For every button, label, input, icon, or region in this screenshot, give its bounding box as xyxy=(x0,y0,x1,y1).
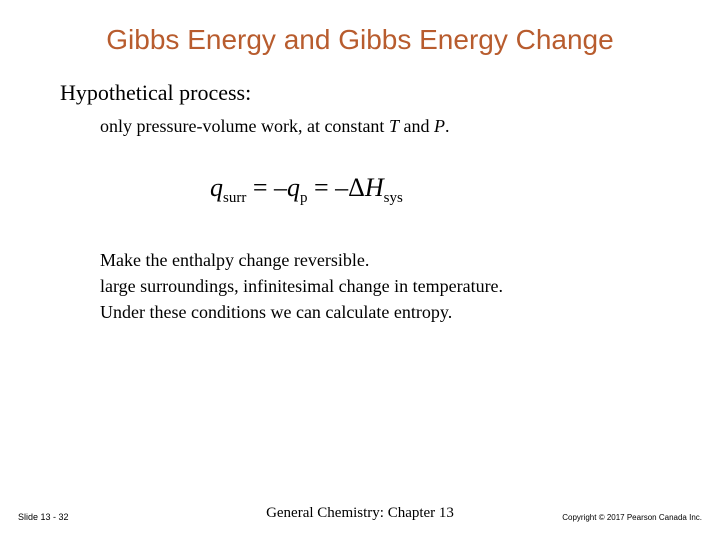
eq-eq1: = – xyxy=(246,173,287,202)
copyright: Copyright © 2017 Pearson Canada Inc. xyxy=(562,513,702,522)
para-line-3: Under these conditions we can calculate … xyxy=(100,299,680,325)
eq-sub-p: p xyxy=(300,190,308,206)
eq-sub-surr: surr xyxy=(223,190,246,206)
eq-H: H xyxy=(365,173,384,202)
slide-title: Gibbs Energy and Gibbs Energy Change xyxy=(40,24,680,56)
para-line-2: large surroundings, infinitesimal change… xyxy=(100,273,680,299)
eq-q2: q xyxy=(287,173,300,202)
condition-var-P: P xyxy=(434,116,445,136)
paragraph-block: Make the enthalpy change reversible. lar… xyxy=(100,247,680,325)
subheading: Hypothetical process: xyxy=(60,80,680,106)
para-line-1: Make the enthalpy change reversible. xyxy=(100,247,680,273)
eq-eq2: = –Δ xyxy=(308,173,365,202)
equation: qsurr = –qp = –ΔHsys xyxy=(210,173,680,203)
condition-prefix: only pressure-volume work, at constant xyxy=(100,116,389,136)
slide-container: Gibbs Energy and Gibbs Energy Change Hyp… xyxy=(0,0,720,540)
condition-suffix: . xyxy=(445,116,450,136)
eq-q1: q xyxy=(210,173,223,202)
condition-mid: and xyxy=(399,116,434,136)
slide-number: Slide 13 - 32 xyxy=(18,512,69,522)
footer: Slide 13 - 32 General Chemistry: Chapter… xyxy=(0,512,720,522)
eq-sub-sys: sys xyxy=(384,190,403,206)
condition-var-T: T xyxy=(389,116,399,136)
condition-line: only pressure-volume work, at constant T… xyxy=(100,116,680,137)
footer-center: General Chemistry: Chapter 13 xyxy=(266,505,454,522)
